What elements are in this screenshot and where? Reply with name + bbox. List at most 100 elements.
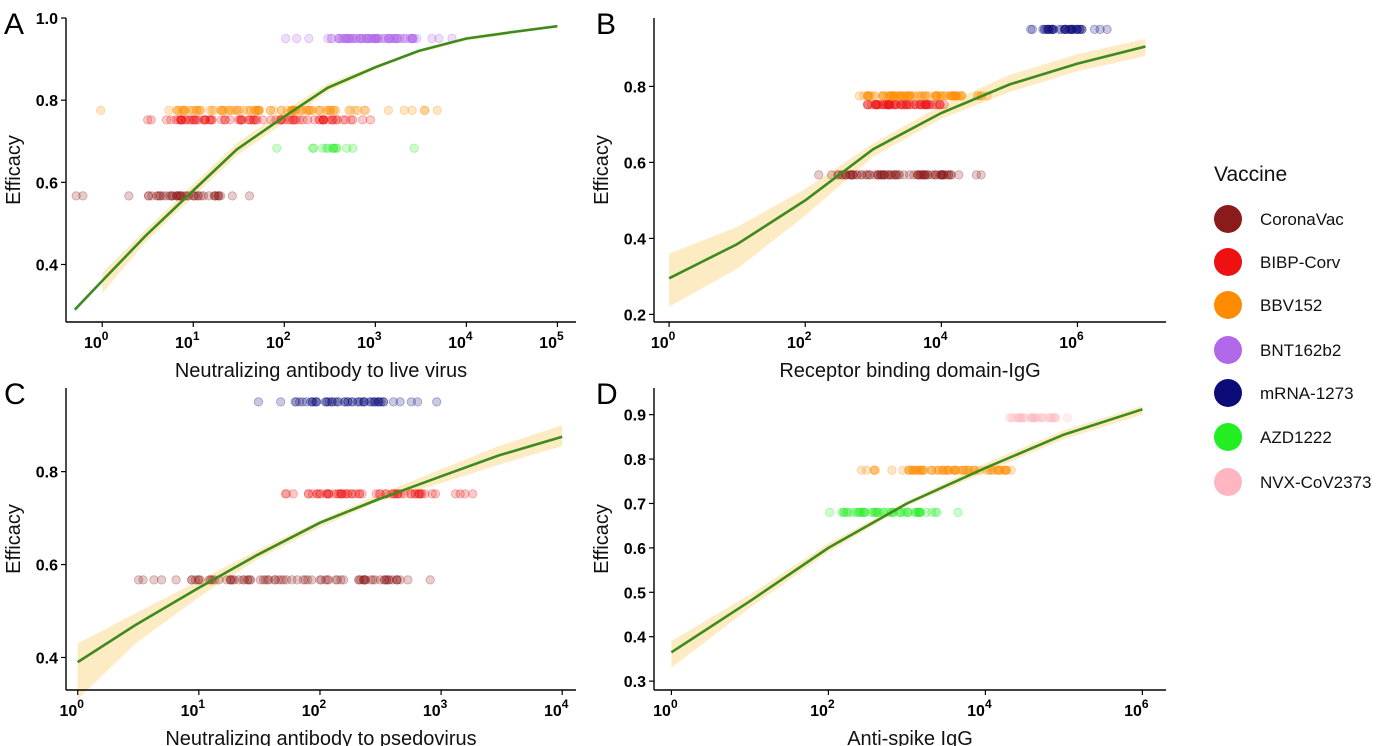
data-point-bbv152	[993, 465, 1003, 475]
data-point-coronavac	[379, 575, 389, 585]
data-point-bnt162b2	[341, 33, 351, 44]
data-point-bibp-corv	[921, 100, 931, 110]
y-tick-label: 0.4	[624, 231, 646, 248]
data-point-bnt162b2	[405, 33, 416, 44]
panel-c: C 0.4 0.6 0.8 100 101 102 103 104 Neutralizing an…	[3, 378, 576, 746]
data-point-bbv152	[307, 105, 317, 116]
data-point-bbv152	[164, 105, 174, 116]
data-point-bbv152	[359, 105, 369, 116]
data-point-bibp-corv	[885, 100, 895, 110]
data-point-bbv152	[178, 105, 188, 116]
data-point-mrna-1273	[347, 397, 357, 407]
data-point-coronavac	[875, 170, 886, 180]
data-point-mrna-1273	[1075, 24, 1085, 35]
data-point-bbv152	[950, 91, 961, 101]
data-point-bbv152	[253, 105, 263, 116]
data-point-bibp-corv	[872, 100, 883, 110]
data-point-coronavac	[366, 575, 376, 585]
data-point-bbv152	[189, 105, 199, 116]
data-point-azd1222	[911, 507, 921, 518]
data-point-bibp-corv	[323, 489, 334, 499]
data-point-coronavac	[938, 170, 948, 180]
data-point-mrna-1273	[308, 397, 318, 407]
data-point-bibp-corv	[872, 100, 882, 110]
data-point-bbv152	[196, 105, 206, 116]
data-point-nvx-cov2373	[1018, 413, 1029, 423]
data-point-bnt162b2	[393, 33, 403, 44]
data-point-bbv152	[194, 105, 204, 116]
data-point-bbv152	[854, 91, 865, 101]
data-point-azd1222	[902, 507, 912, 518]
data-point-bbv152	[869, 465, 879, 475]
data-point-bbv152	[232, 105, 242, 116]
data-point-azd1222	[849, 507, 860, 518]
data-point-mrna-1273	[330, 397, 340, 407]
data-point-bbv152	[1001, 465, 1012, 475]
data-point-coronavac	[153, 191, 163, 201]
data-point-coronavac	[918, 170, 928, 180]
data-point-bbv152	[887, 465, 897, 475]
fit-line	[76, 435, 563, 664]
data-point-bbv152	[932, 91, 942, 101]
data-point-mrna-1273	[1064, 24, 1074, 35]
data-point-bibp-corv	[905, 100, 916, 110]
data-point-bbv152	[896, 91, 906, 101]
data-point-bbv152	[899, 91, 909, 101]
data-point-bibp-corv	[414, 489, 424, 499]
data-point-bbv152	[961, 465, 971, 475]
data-point-mrna-1273	[1065, 24, 1075, 35]
data-point-bbv152	[940, 91, 950, 101]
data-point-coronavac	[167, 191, 177, 201]
data-point-bibp-corv	[371, 489, 381, 499]
data-point-mrna-1273	[276, 397, 286, 407]
data-point-bbv152	[180, 105, 190, 116]
data-point-bibp-corv	[879, 100, 889, 110]
y-tick-label: 0.8	[624, 79, 646, 96]
data-point-mrna-1273	[1070, 24, 1081, 35]
data-point-bbv152	[890, 91, 901, 101]
data-point-coronavac	[152, 191, 162, 201]
data-point-bbv152	[994, 465, 1005, 475]
x-tick-label: 100	[59, 697, 84, 720]
data-point-bibp-corv	[898, 100, 909, 110]
data-point-mrna-1273	[333, 397, 343, 407]
data-point-mrna-1273	[1072, 24, 1082, 35]
data-point-bibp-corv	[298, 115, 308, 125]
x-axis-label: Neutralizing antibody to live virus	[175, 360, 467, 382]
data-point-bbv152	[910, 465, 920, 475]
fit-line	[73, 24, 558, 311]
data-point-bibp-corv	[883, 100, 893, 110]
data-point-bibp-corv	[243, 115, 254, 125]
y-axis-label: Efficacy	[591, 135, 613, 205]
data-point-bnt162b2	[334, 33, 344, 44]
data-point-bbv152	[989, 465, 999, 475]
data-point-bibp-corv	[891, 100, 902, 110]
data-point-bibp-corv	[896, 100, 907, 110]
legend-label: AZD1222	[1260, 428, 1332, 447]
data-point-bnt162b2	[370, 33, 381, 44]
data-point-bbv152	[879, 91, 889, 101]
data-point-bbv152	[276, 105, 287, 116]
data-point-bbv152	[927, 465, 937, 475]
data-point-bbv152	[930, 91, 940, 101]
legend-item-mrna-1273: mRNA-1273	[1214, 379, 1354, 407]
data-point-bbv152	[856, 465, 867, 475]
data-point-coronavac	[226, 575, 236, 585]
data-point-bnt162b2	[369, 33, 380, 44]
data-point-bibp-corv	[176, 115, 186, 125]
panel-letter: B	[596, 8, 616, 41]
data-point-coronavac	[307, 575, 317, 585]
data-point-azd1222	[903, 507, 913, 518]
data-point-mrna-1273	[290, 397, 300, 407]
data-point-coronavac	[885, 170, 896, 180]
data-point-bbv152	[932, 91, 942, 101]
data-point-mrna-1273	[1045, 24, 1055, 35]
data-point-bbv152	[950, 91, 961, 101]
data-point-nvx-cov2373	[1044, 413, 1054, 423]
data-point-coronavac	[263, 575, 273, 585]
data-point-coronavac	[149, 575, 159, 585]
data-point-bibp-corv	[295, 115, 305, 125]
data-point-bnt162b2	[366, 33, 376, 44]
data-point-bnt162b2	[380, 33, 390, 44]
